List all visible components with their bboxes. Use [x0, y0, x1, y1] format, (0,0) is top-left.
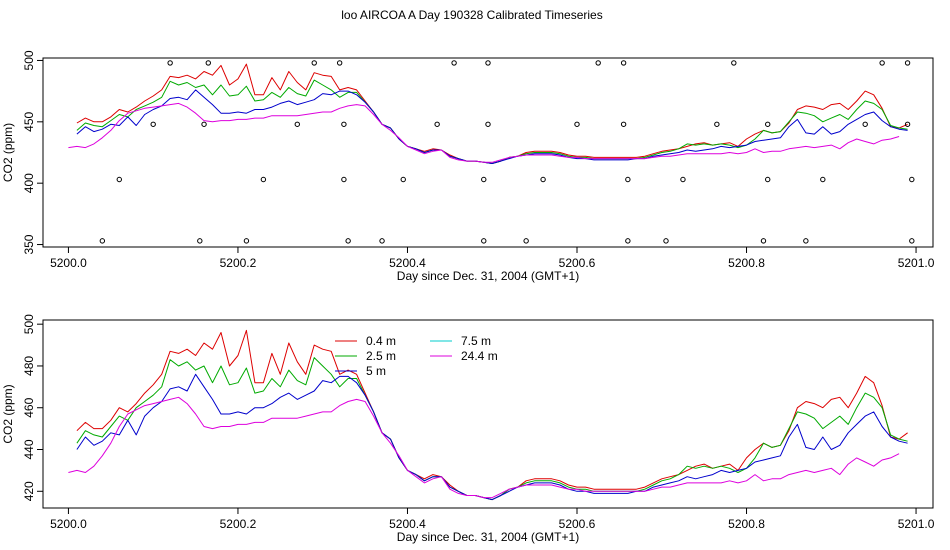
- data-point: [150, 121, 156, 127]
- x-tick-label: 5200.6: [559, 517, 596, 531]
- data-point: [909, 238, 915, 244]
- y-axis-label: CO2 (ppm): [1, 123, 15, 182]
- data-point: [765, 121, 771, 127]
- data-point: [523, 238, 529, 244]
- legend-label: 24.4 m: [461, 349, 498, 363]
- data-point: [481, 238, 487, 244]
- data-point: [904, 60, 911, 66]
- data-point: [595, 60, 601, 66]
- y-tick-label: 350: [22, 234, 36, 254]
- x-tick-label: 5200.0: [50, 256, 87, 270]
- legend-label: 5 m: [366, 364, 386, 378]
- x-tick-label: 5200.2: [220, 517, 257, 531]
- data-point: [862, 121, 868, 127]
- y-tick-label: 460: [22, 397, 36, 417]
- series-line-24-4-m: [68, 396, 900, 499]
- data-point: [243, 238, 250, 244]
- y-tick-label: 450: [22, 111, 36, 131]
- data-point: [879, 60, 885, 66]
- x-tick-label: 5201.0: [898, 256, 935, 270]
- data-point: [625, 176, 631, 183]
- data-point: [485, 60, 491, 66]
- x-tick-label: 5200.4: [389, 256, 426, 270]
- x-tick-label: 5200.8: [728, 517, 765, 531]
- data-point: [540, 176, 546, 183]
- data-point: [714, 121, 720, 127]
- data-point: [341, 176, 347, 183]
- x-tick-label: 5200.8: [728, 256, 765, 270]
- data-point: [341, 121, 347, 127]
- x-tick-label: 5200.4: [389, 517, 426, 531]
- data-point: [260, 176, 267, 183]
- data-point: [400, 176, 406, 183]
- series-line-2-5-m: [76, 357, 908, 501]
- data-point: [294, 121, 300, 127]
- panel-bottom: 5200.0 5200.2 5200.4 5200.6 5200.8 5201.0 420 4…: [1, 314, 935, 544]
- data-point: [574, 121, 580, 127]
- data-point: [311, 60, 317, 66]
- data-point: [485, 121, 491, 127]
- data-point: [680, 176, 686, 183]
- data-point: [205, 60, 211, 66]
- data-point: [201, 121, 207, 127]
- plot-frame: [42, 319, 934, 509]
- y-tick-label: 500: [22, 314, 36, 334]
- legend-label: 2.5 m: [366, 349, 396, 363]
- data-point: [803, 238, 809, 244]
- x-tick-label: 5200.0: [50, 517, 87, 531]
- y-tick-label: 420: [22, 481, 36, 501]
- legend-label: 7.5 m: [461, 334, 491, 348]
- data-point: [481, 176, 487, 183]
- y-tick-label: 480: [22, 356, 36, 376]
- data-point: [820, 176, 826, 183]
- legend-label: 0.4 m: [366, 334, 396, 348]
- data-point: [663, 238, 669, 244]
- y-axis-label: CO2 (ppm): [1, 384, 15, 443]
- series-line-5-m: [76, 373, 908, 501]
- data-point: [625, 238, 631, 244]
- data-point: [336, 60, 343, 66]
- x-tick-label: 5200.6: [559, 256, 596, 270]
- x-axis-label: Day since Dec. 31, 2004 (GMT+1): [397, 530, 579, 544]
- data-point: [620, 121, 627, 127]
- data-point: [760, 238, 767, 244]
- data-point: [765, 176, 771, 183]
- chart-title: loo AIRCOA A Day 190328 Calibrated Times…: [341, 8, 602, 22]
- series-line-24-4-m: [68, 102, 900, 163]
- y-tick-label: 500: [22, 50, 36, 70]
- x-axis-label: Day since Dec. 31, 2004 (GMT+1): [397, 269, 579, 283]
- data-point: [909, 176, 915, 183]
- data-point: [197, 238, 203, 244]
- data-point: [731, 60, 737, 66]
- x-tick-label: 5201.0: [898, 517, 935, 531]
- y-tick-label: 400: [22, 173, 36, 193]
- plot-frame: [42, 57, 934, 248]
- data-point: [451, 60, 457, 66]
- x-tick-label: 5200.2: [220, 256, 257, 270]
- panel-top: 5200.0 5200.2 5200.4 5200.6 5200.8 5201.0 350 4…: [1, 50, 935, 283]
- data-point: [167, 60, 173, 66]
- data-point: [116, 176, 122, 183]
- series-line-5-m: [76, 89, 908, 164]
- data-point: [345, 238, 351, 244]
- data-point: [904, 121, 911, 127]
- data-point: [379, 238, 385, 244]
- data-point: [434, 121, 440, 127]
- data-point: [620, 60, 627, 66]
- y-tick-label: 440: [22, 439, 36, 459]
- data-point: [99, 238, 106, 244]
- series-line-0-4-m: [76, 63, 908, 164]
